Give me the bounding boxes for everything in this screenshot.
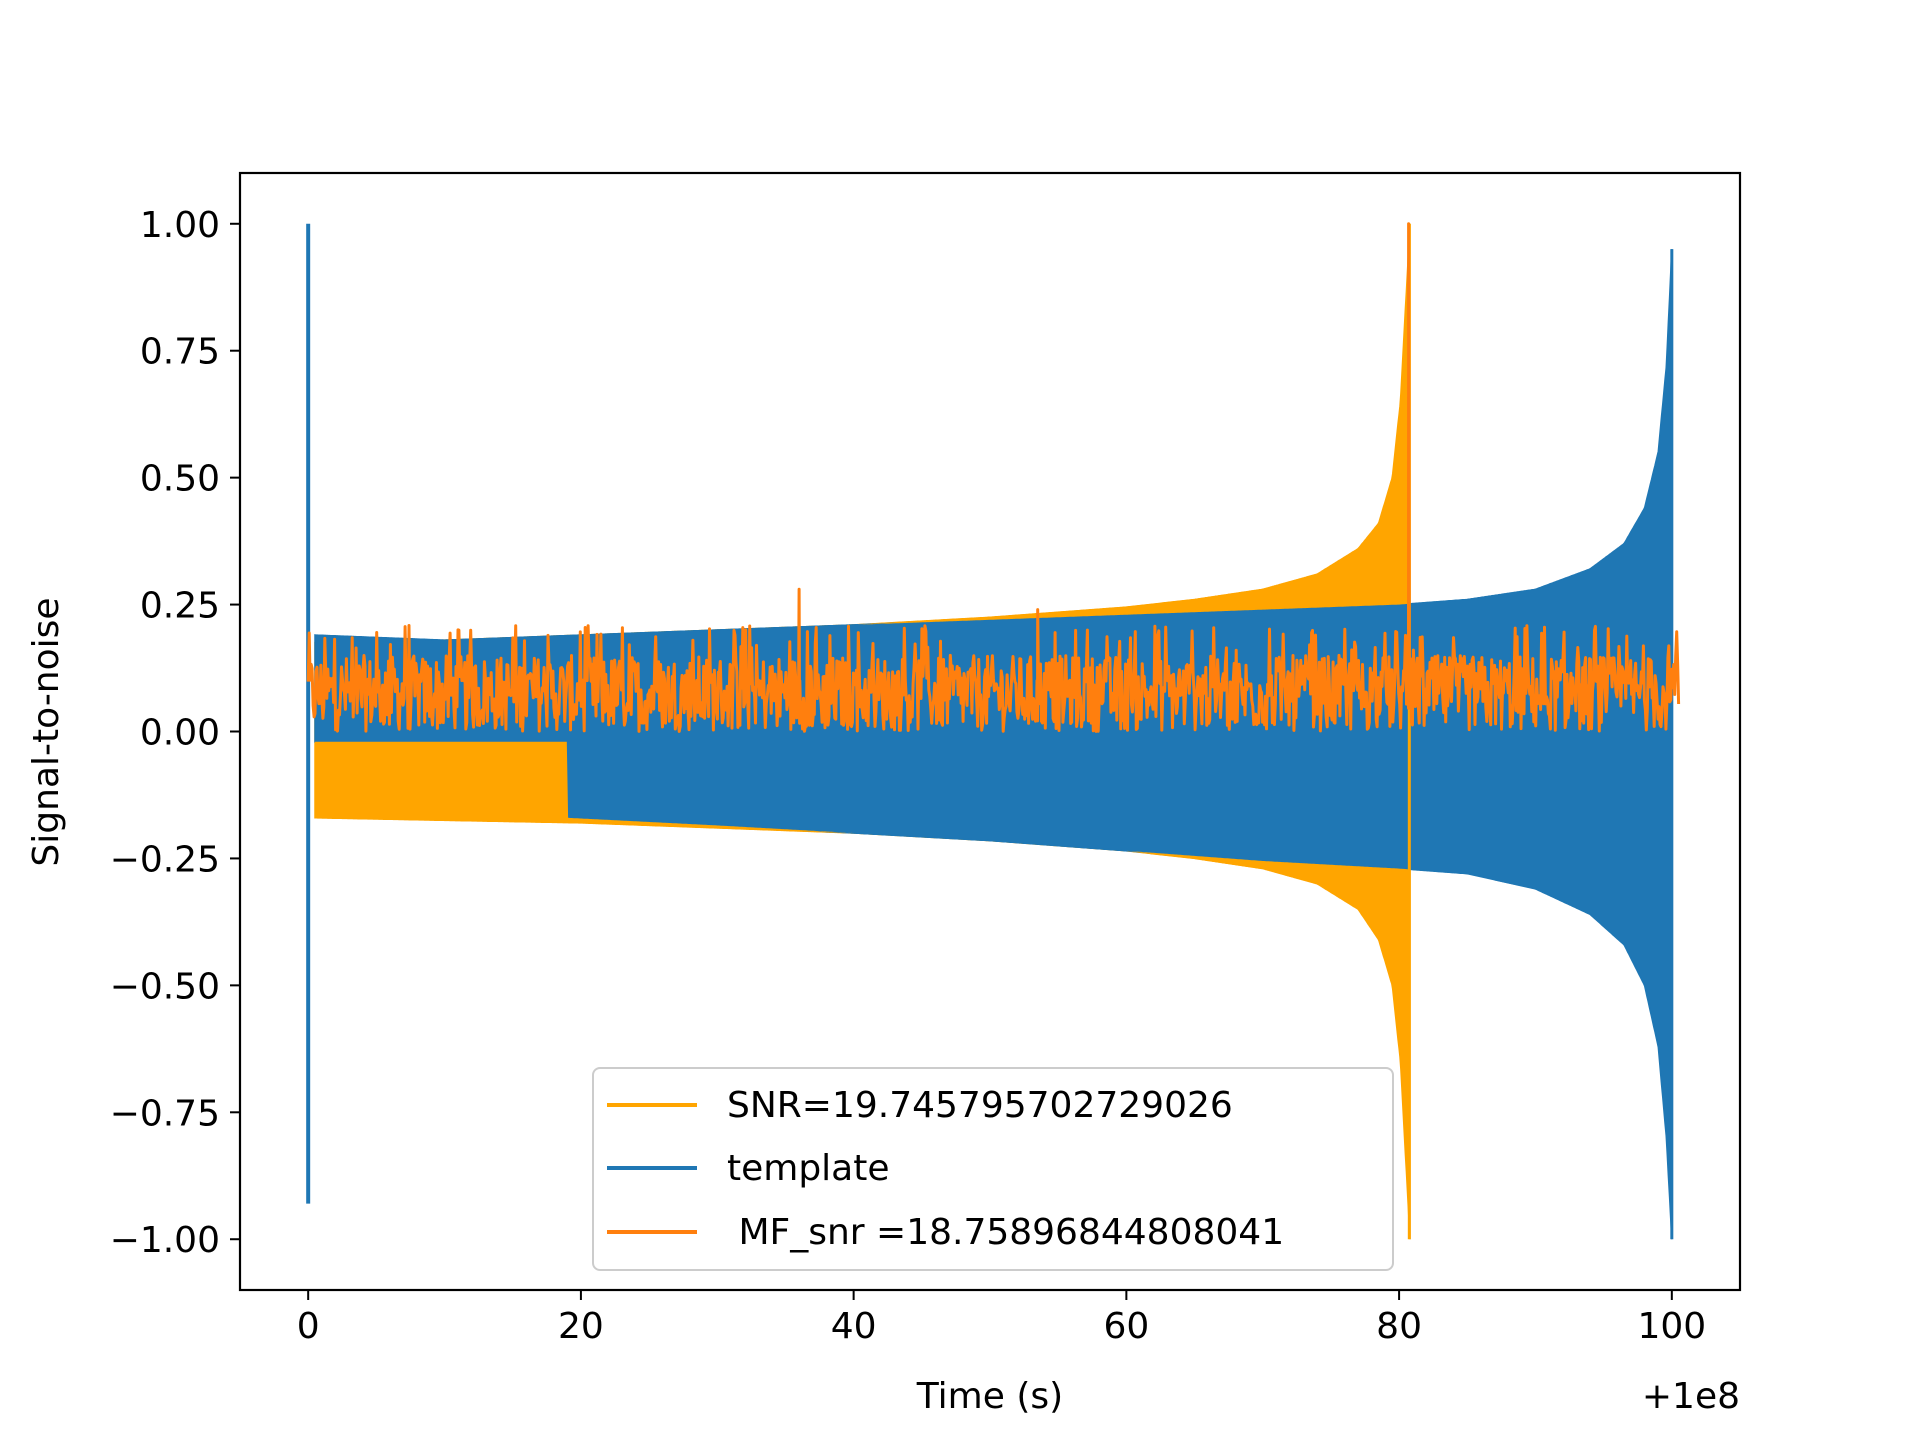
series-mf-snr-line bbox=[306, 222, 1681, 733]
y-tick-label: 0.00 bbox=[140, 713, 220, 754]
legend-box bbox=[592, 1067, 1394, 1271]
y-tick-label: 1.00 bbox=[140, 205, 220, 246]
x-axis-label: Time (s) bbox=[916, 1376, 1063, 1417]
legend-label-snr: SNR=19.745795702729026 bbox=[727, 1085, 1233, 1126]
y-tick-label: 0.50 bbox=[140, 459, 220, 500]
x-tick-label: 40 bbox=[831, 1306, 877, 1347]
y-tick-label: −0.50 bbox=[110, 966, 220, 1007]
y-axis-ticks: 1.00 0.75 0.50 0.25 0.00 −0.25 −0.50 −0.75 −1.00 bbox=[110, 205, 240, 1261]
legend: SNR=19.745795702729026 template MF_snr =… bbox=[592, 1067, 1394, 1271]
y-tick-label: −1.00 bbox=[110, 1220, 220, 1261]
y-tick-label: −0.75 bbox=[110, 1093, 220, 1134]
series-snr-lower-band bbox=[315, 741, 1410, 1240]
x-tick-label: 0 bbox=[297, 1306, 320, 1347]
series-snr-upper-band bbox=[315, 223, 1410, 643]
y-tick-label: 0.25 bbox=[140, 586, 220, 627]
x-axis-ticks: 0 20 40 60 80 100 bbox=[297, 1290, 1706, 1347]
x-axis-offset-label: +1e8 bbox=[1642, 1376, 1740, 1417]
x-tick-label: 60 bbox=[1103, 1306, 1149, 1347]
x-tick-label: 80 bbox=[1376, 1306, 1422, 1347]
y-axis-label: Signal-to-noise bbox=[26, 597, 67, 866]
x-tick-label: 20 bbox=[558, 1306, 604, 1347]
legend-label-template: template bbox=[727, 1148, 890, 1189]
legend-label-mf-snr: MF_snr =18.75896844808041 bbox=[727, 1212, 1284, 1253]
y-tick-label: 0.75 bbox=[140, 332, 220, 373]
x-tick-label: 100 bbox=[1637, 1306, 1706, 1347]
series-layer bbox=[306, 222, 1681, 1240]
y-tick-label: −0.25 bbox=[110, 839, 220, 880]
